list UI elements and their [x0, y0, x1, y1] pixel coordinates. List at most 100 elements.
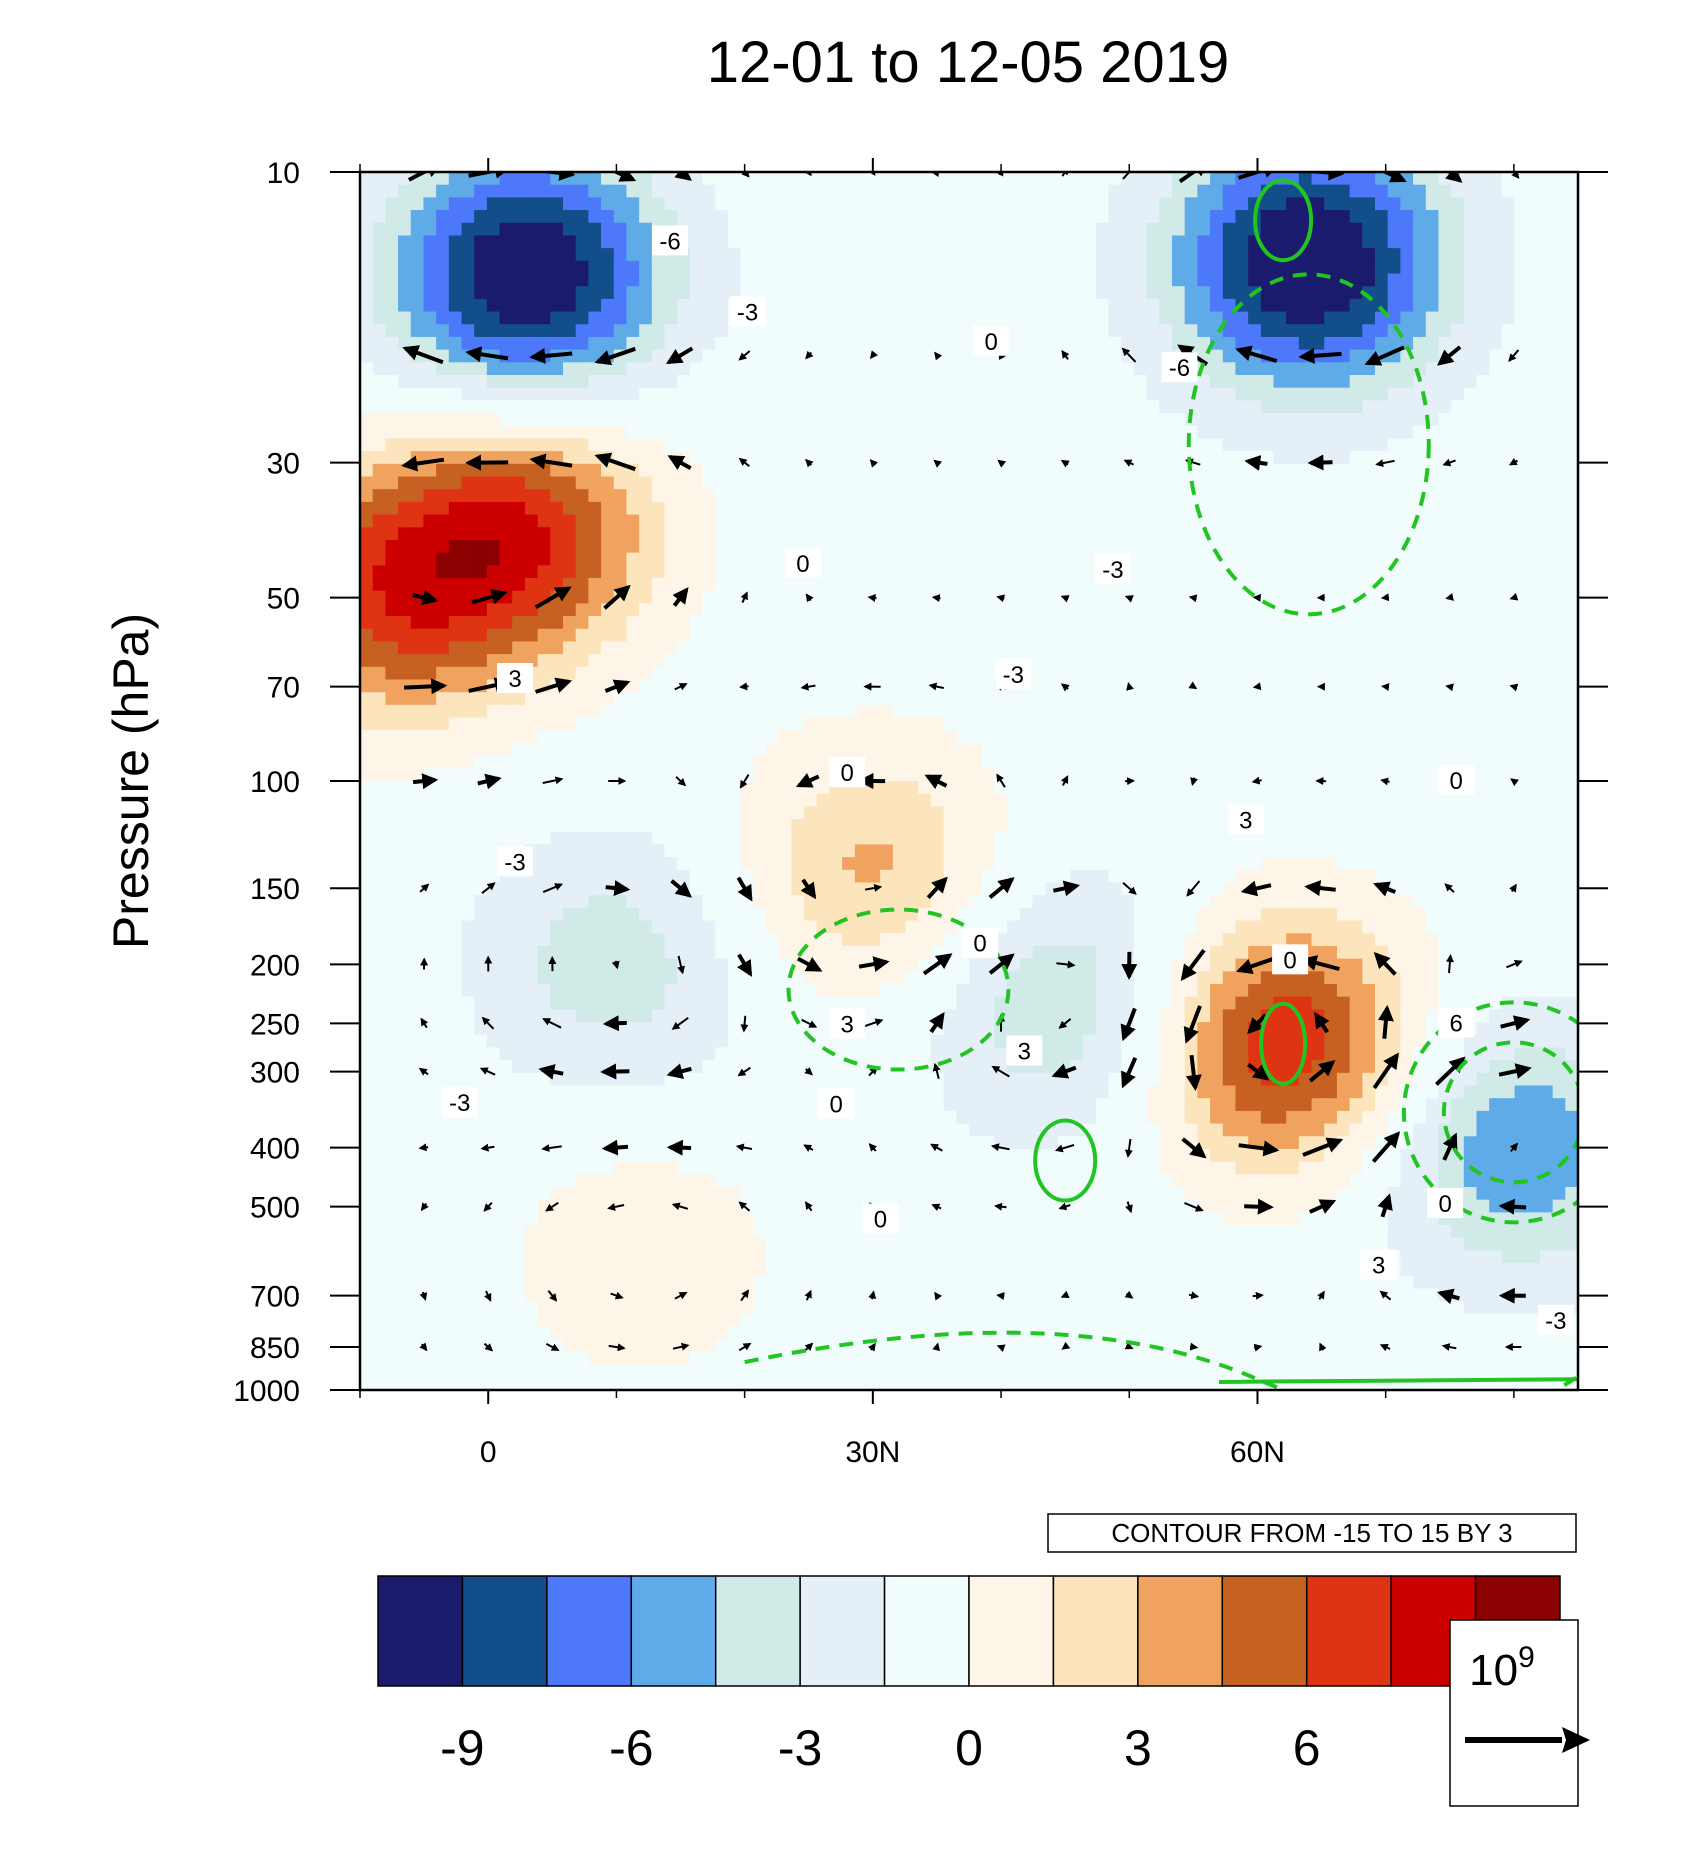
field-cell [588, 654, 602, 668]
field-cell [829, 438, 843, 452]
field-cell [1108, 501, 1122, 516]
field-cell [1184, 717, 1198, 731]
field-cell [867, 387, 881, 401]
field-cell [410, 565, 425, 579]
field-cell [410, 514, 425, 528]
field-cell [1070, 222, 1084, 237]
field-cell [1514, 704, 1528, 719]
field-cell [372, 793, 386, 807]
field-cell [1210, 806, 1224, 820]
field-cell [1476, 248, 1490, 262]
field-cell [1387, 628, 1401, 643]
field-cell [854, 286, 869, 300]
field-cell [1197, 172, 1211, 186]
field-cell [1514, 248, 1528, 262]
field-cell [1083, 273, 1097, 287]
field-cell [867, 451, 881, 465]
field-cell [854, 425, 869, 440]
field-cell [524, 501, 539, 516]
field-cell [360, 489, 374, 503]
field-cell [677, 552, 691, 566]
field-cell [626, 666, 640, 681]
field-cell [1057, 286, 1072, 300]
field-cell [448, 717, 463, 731]
field-cell [804, 793, 818, 807]
field-cell [537, 172, 551, 186]
field-cell [1552, 451, 1566, 465]
field-cell [753, 552, 767, 566]
field-cell [892, 451, 907, 465]
field-cell [575, 336, 589, 351]
field-cell [1298, 425, 1313, 440]
field-cell [1159, 539, 1173, 554]
field-cell [994, 552, 1008, 566]
field-cell [486, 514, 501, 528]
field-cell [360, 222, 374, 237]
field-cell [423, 552, 437, 566]
field-cell [372, 298, 386, 313]
field-cell [626, 781, 640, 795]
field-cell [626, 692, 640, 706]
field-cell [1501, 489, 1516, 503]
field-cell [1387, 273, 1401, 287]
field-cell [1286, 514, 1300, 528]
field-cell [1539, 692, 1554, 706]
field-cell [689, 248, 704, 262]
field-cell [385, 742, 399, 757]
field-cell [1121, 704, 1135, 719]
field-cell [1032, 425, 1046, 440]
field-cell [1197, 628, 1211, 643]
field-cell [1070, 197, 1084, 211]
field-cell [436, 425, 450, 440]
field-cell [575, 806, 589, 820]
field-cell [930, 362, 945, 376]
field-cell [905, 730, 919, 744]
field-cell [1032, 298, 1046, 313]
field-cell [981, 260, 995, 275]
field-cell [626, 654, 640, 668]
field-cell [524, 730, 539, 744]
field-cell [1400, 489, 1414, 503]
field-cell [1235, 476, 1249, 490]
field-cell [410, 311, 425, 325]
field-cell [804, 210, 818, 224]
field-cell [1527, 666, 1541, 681]
field-cell [1425, 362, 1440, 376]
field-cell [842, 514, 856, 528]
field-cell [448, 400, 463, 414]
field-cell [981, 603, 995, 617]
field-cell [1159, 400, 1173, 414]
field-cell [867, 742, 881, 757]
field-cell [1260, 400, 1275, 414]
field-cell [626, 248, 640, 262]
field-cell [1032, 197, 1046, 211]
field-cell [1133, 578, 1148, 592]
field-cell [575, 590, 589, 604]
field-cell [1007, 603, 1021, 617]
field-cell [613, 793, 628, 807]
field-cell [702, 451, 716, 465]
field-cell [829, 793, 843, 807]
field-cell [1159, 184, 1173, 198]
field-cell [385, 565, 399, 579]
field-cell [1552, 324, 1566, 338]
field-cell [1057, 298, 1072, 313]
field-cell [1197, 654, 1211, 668]
field-cell [1172, 819, 1186, 833]
field-cell [1324, 425, 1338, 440]
field-cell [791, 375, 805, 389]
field-cell [1197, 298, 1211, 313]
field-cell [651, 489, 666, 503]
field-cell [1133, 539, 1148, 554]
field-cell [842, 590, 856, 604]
field-cell [1248, 527, 1262, 541]
field-cell [1336, 730, 1351, 744]
field-cell [1501, 552, 1516, 566]
field-cell [1070, 552, 1084, 566]
field-cell [1019, 806, 1034, 820]
field-cell [1019, 324, 1034, 338]
field-cell [626, 235, 640, 249]
field-cell [854, 375, 869, 389]
field-cell [486, 654, 501, 668]
field-cell [626, 641, 640, 655]
